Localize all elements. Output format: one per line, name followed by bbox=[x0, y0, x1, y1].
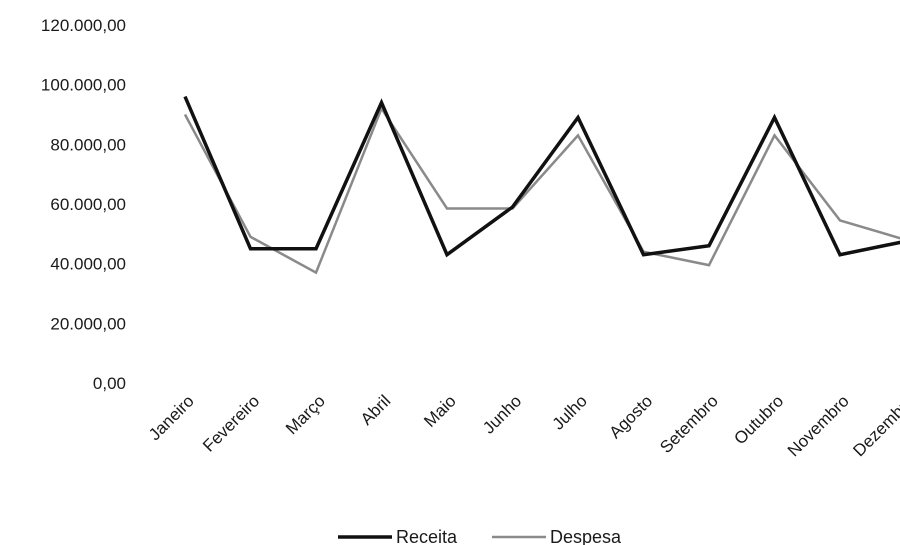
y-axis: 0,00 20.000,00 40.000,00 60.000,00 80.000,00… bbox=[41, 16, 126, 393]
y-tick-label: 40.000,00 bbox=[50, 255, 126, 274]
x-tick-label: Novembro bbox=[784, 391, 853, 460]
x-axis: Janeiro Fevereiro Março Abril Maio Junho Julho… bbox=[145, 391, 900, 460]
legend: Receita Despesa bbox=[338, 527, 622, 545]
y-tick-label: 20.000,00 bbox=[50, 314, 126, 333]
y-tick-label: 0,00 bbox=[93, 374, 126, 393]
x-tick-label: Junho bbox=[479, 391, 525, 437]
y-tick-label: 100.000,00 bbox=[41, 76, 126, 95]
legend-label-receita: Receita bbox=[396, 527, 458, 545]
legend-label-despesa: Despesa bbox=[550, 527, 622, 545]
x-tick-label: Outubro bbox=[730, 391, 787, 448]
y-tick-label: 80.000,00 bbox=[50, 135, 126, 154]
series-line-receita bbox=[183, 95, 900, 258]
x-tick-label: Fevereiro bbox=[199, 391, 263, 455]
x-tick-label: Julho bbox=[549, 391, 591, 433]
x-tick-label: Dezembro bbox=[849, 391, 900, 460]
y-tick-label: 120.000,00 bbox=[41, 16, 126, 35]
y-tick-label: 60.000,00 bbox=[50, 195, 126, 214]
series-line-despesa bbox=[183, 105, 900, 275]
x-tick-label: Setembro bbox=[656, 391, 722, 457]
x-tick-label: Março bbox=[282, 391, 329, 438]
x-tick-label: Maio bbox=[420, 391, 459, 430]
x-tick-label: Abril bbox=[357, 391, 394, 428]
x-tick-label: Janeiro bbox=[145, 391, 198, 444]
x-tick-label: Agosto bbox=[605, 391, 656, 442]
series-layer bbox=[183, 95, 900, 275]
